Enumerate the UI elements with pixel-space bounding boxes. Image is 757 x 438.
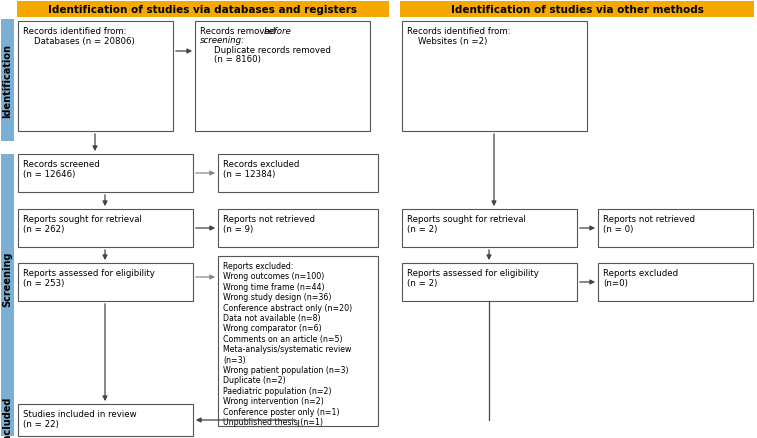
Text: Duplicate records removed: Duplicate records removed <box>214 46 331 55</box>
Bar <box>18 209 193 247</box>
Bar <box>218 256 378 426</box>
Bar <box>218 155 378 193</box>
Bar <box>18 22 173 132</box>
Text: Reports assessed for eligibility
(n = 253): Reports assessed for eligibility (n = 25… <box>23 268 155 288</box>
Text: screening:: screening: <box>200 36 245 45</box>
Text: Records screened
(n = 12646): Records screened (n = 12646) <box>23 159 100 179</box>
Text: Reports sought for retrieval
(n = 262): Reports sought for retrieval (n = 262) <box>23 215 142 234</box>
Bar <box>18 404 193 436</box>
Bar <box>402 209 577 247</box>
Text: Records excluded
(n = 12384): Records excluded (n = 12384) <box>223 159 299 179</box>
Text: Reports excluded:
Wrong outcomes (n=100)
Wrong time frame (n=44)
Wrong study des: Reports excluded: Wrong outcomes (n=100)… <box>223 261 352 426</box>
Bar <box>17 2 389 18</box>
Text: Screening: Screening <box>2 251 13 306</box>
Bar <box>195 22 370 132</box>
Text: Reports assessed for eligibility
(n = 2): Reports assessed for eligibility (n = 2) <box>407 268 539 288</box>
Text: Records removed: Records removed <box>200 27 278 36</box>
Text: Identification of studies via databases and registers: Identification of studies via databases … <box>48 5 357 15</box>
Bar <box>402 22 587 132</box>
Bar <box>1 402 14 436</box>
Bar <box>1 155 14 402</box>
Text: Reports not retrieved
(n = 0): Reports not retrieved (n = 0) <box>603 215 695 234</box>
Bar <box>18 263 193 301</box>
Text: Identification of studies via other methods: Identification of studies via other meth… <box>450 5 703 15</box>
Text: (n = 8160): (n = 8160) <box>214 55 261 64</box>
Bar <box>400 2 754 18</box>
Text: Identification: Identification <box>2 44 13 118</box>
Bar <box>402 263 577 301</box>
Text: Included: Included <box>2 396 13 438</box>
Bar <box>218 209 378 247</box>
Text: before: before <box>264 27 291 36</box>
Bar <box>1 20 14 141</box>
Text: Studies included in review
(n = 22): Studies included in review (n = 22) <box>23 409 136 428</box>
Bar <box>598 263 753 301</box>
Bar <box>18 155 193 193</box>
Text: Records identified from:
    Websites (n =2): Records identified from: Websites (n =2) <box>407 27 511 46</box>
Text: Reports not retrieved
(n = 9): Reports not retrieved (n = 9) <box>223 215 315 234</box>
Text: Reports sought for retrieval
(n = 2): Reports sought for retrieval (n = 2) <box>407 215 526 234</box>
Text: Records identified from:
    Databases (n = 20806): Records identified from: Databases (n = … <box>23 27 135 46</box>
Text: Reports excluded
(n=0): Reports excluded (n=0) <box>603 268 678 288</box>
Bar <box>598 209 753 247</box>
